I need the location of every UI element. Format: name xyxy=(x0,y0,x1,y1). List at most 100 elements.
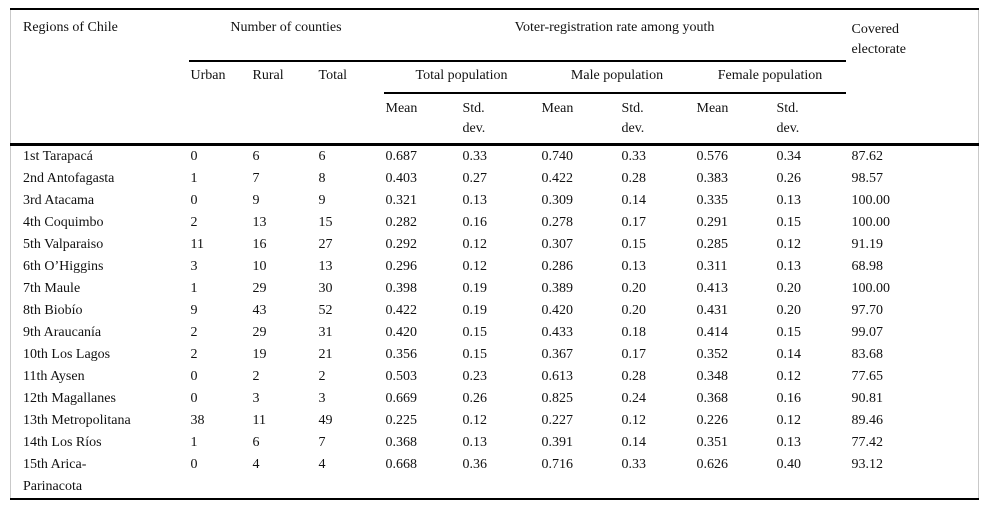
cell-m-std: 0.15 xyxy=(621,236,647,252)
col-header-female-std-dev: Std. dev. xyxy=(776,101,800,136)
cell-t-std: 0.12 xyxy=(462,236,488,252)
cell-f-std: 0.12 xyxy=(776,412,802,428)
cell-t-std: 0.16 xyxy=(462,214,488,230)
cell-region: 15th Arica- Parinacota xyxy=(23,456,87,494)
table-row: 8th Biobío 9 43 52 0.422 0.19 0.420 0.20 0.431 0.… xyxy=(11,300,979,322)
cell-covered: 77.42 xyxy=(851,434,884,450)
cell-total: 7 xyxy=(318,434,326,450)
cell-t-std: 0.19 xyxy=(462,302,488,318)
col-header-male-std-dev: Std. dev. xyxy=(621,101,645,136)
cell-t-std: 0.15 xyxy=(462,324,488,340)
cell-t-std: 0.36 xyxy=(462,456,488,472)
cell-total: 31 xyxy=(318,324,333,340)
table-row: 5th Valparaiso 11 16 27 0.292 0.12 0.307 0.15 0.… xyxy=(11,234,979,256)
cell-m-std: 0.17 xyxy=(621,214,647,230)
header-row-stats: Mean Std. dev. Mean Std. dev. Mean Std. … xyxy=(11,93,979,144)
cell-f-mean: 0.352 xyxy=(696,346,729,362)
cell-f-std: 0.12 xyxy=(776,236,802,252)
cell-f-std: 0.13 xyxy=(776,258,802,274)
cell-total: 6 xyxy=(318,148,326,164)
cell-f-std: 0.34 xyxy=(776,148,802,164)
cell-f-mean: 0.383 xyxy=(696,170,729,186)
cell-rural: 7 xyxy=(252,170,260,186)
col-header-urban: Urban xyxy=(190,68,226,83)
cell-m-std: 0.14 xyxy=(621,434,647,450)
cell-m-mean: 0.825 xyxy=(541,390,574,406)
cell-t-mean: 0.503 xyxy=(385,368,418,384)
cell-t-mean: 0.356 xyxy=(385,346,418,362)
cell-m-std: 0.33 xyxy=(621,456,647,472)
col-header-total: Total xyxy=(318,68,348,83)
table-row: 2nd Antofagasta 1 7 8 0.403 0.27 0.422 0.28 0.38… xyxy=(11,168,979,190)
cell-region: 1st Tarapacá xyxy=(23,148,93,164)
cell-m-std: 0.20 xyxy=(621,302,647,318)
cell-f-mean: 0.413 xyxy=(696,280,729,296)
cell-covered: 87.62 xyxy=(851,148,884,164)
cell-f-mean: 0.311 xyxy=(696,258,728,274)
cell-f-mean: 0.291 xyxy=(696,214,729,230)
cell-urban: 9 xyxy=(190,302,198,318)
cell-f-std: 0.26 xyxy=(776,170,802,186)
cell-region: 2nd Antofagasta xyxy=(23,170,115,186)
cell-urban: 1 xyxy=(190,434,198,450)
table-row: 1st Tarapacá 0 6 6 0.687 0.33 0.740 0.33 0.576 0.… xyxy=(11,144,979,168)
cell-f-std: 0.15 xyxy=(776,324,802,340)
cell-covered: 83.68 xyxy=(851,346,884,362)
cell-total: 4 xyxy=(318,456,326,472)
cell-total: 30 xyxy=(318,280,333,296)
cell-m-std: 0.18 xyxy=(621,324,647,340)
cell-m-mean: 0.278 xyxy=(541,214,574,230)
cell-region: 3rd Atacama xyxy=(23,192,95,208)
cell-t-mean: 0.321 xyxy=(385,192,418,208)
table-row: 7th Maule 1 29 30 0.398 0.19 0.389 0.20 0.413 0.2… xyxy=(11,278,979,300)
cell-total: 9 xyxy=(318,192,326,208)
cell-m-std: 0.12 xyxy=(621,412,647,428)
cell-region: 5th Valparaiso xyxy=(23,236,104,252)
cell-m-std: 0.28 xyxy=(621,170,647,186)
cell-rural: 4 xyxy=(252,456,260,472)
table-header: Regions of Chile Number of counties Vote… xyxy=(10,9,979,144)
cell-covered: 77.65 xyxy=(851,368,884,384)
cell-t-mean: 0.368 xyxy=(385,434,418,450)
col-group-voter-registration-rate: Voter-registration rate among youth xyxy=(383,9,846,62)
cell-rural: 43 xyxy=(252,302,267,318)
cell-m-mean: 0.433 xyxy=(541,324,574,340)
col-header-regions-of-chile: Regions of Chile xyxy=(23,20,118,35)
cell-t-std: 0.13 xyxy=(462,192,488,208)
cell-m-mean: 0.307 xyxy=(541,236,574,252)
cell-f-std: 0.12 xyxy=(776,368,802,384)
cell-t-mean: 0.292 xyxy=(385,236,418,252)
cell-m-std: 0.13 xyxy=(621,258,647,274)
cell-f-std: 0.40 xyxy=(776,456,802,472)
col-group-total-population: Total population xyxy=(383,61,540,94)
table-row: 11th Aysen 0 2 2 0.503 0.23 0.613 0.28 0.348 0.12… xyxy=(11,366,979,388)
cell-rural: 19 xyxy=(252,346,267,362)
cell-f-std: 0.20 xyxy=(776,280,802,296)
col-header-female-mean: Mean xyxy=(696,101,729,116)
cell-urban: 11 xyxy=(190,236,204,252)
cell-f-mean: 0.414 xyxy=(696,324,729,340)
col-group-number-of-counties: Number of counties xyxy=(188,9,384,62)
cell-region: 14th Los Ríos xyxy=(23,434,102,450)
cell-covered: 93.12 xyxy=(851,456,884,472)
cell-f-std: 0.15 xyxy=(776,214,802,230)
cell-t-mean: 0.668 xyxy=(385,456,418,472)
cell-urban: 0 xyxy=(190,368,198,384)
cell-urban: 0 xyxy=(190,192,198,208)
cell-m-mean: 0.716 xyxy=(541,456,574,472)
cell-total: 21 xyxy=(318,346,333,362)
cell-f-std: 0.16 xyxy=(776,390,802,406)
cell-f-mean: 0.335 xyxy=(696,192,729,208)
cell-total: 3 xyxy=(318,390,326,406)
table-row: 3rd Atacama 0 9 9 0.321 0.13 0.309 0.14 0.335 0.1… xyxy=(11,190,979,212)
cell-region: 13th Metropolitana xyxy=(23,412,131,428)
cell-rural: 29 xyxy=(252,324,267,340)
cell-m-std: 0.17 xyxy=(621,346,647,362)
cell-rural: 11 xyxy=(252,412,266,428)
cell-m-mean: 0.391 xyxy=(541,434,574,450)
cell-t-mean: 0.282 xyxy=(385,214,418,230)
cell-region: 11th Aysen xyxy=(23,368,85,384)
cell-m-mean: 0.740 xyxy=(541,148,574,164)
cell-f-std: 0.14 xyxy=(776,346,802,362)
table-row: 4th Coquimbo 2 13 15 0.282 0.16 0.278 0.17 0.291… xyxy=(11,212,979,234)
